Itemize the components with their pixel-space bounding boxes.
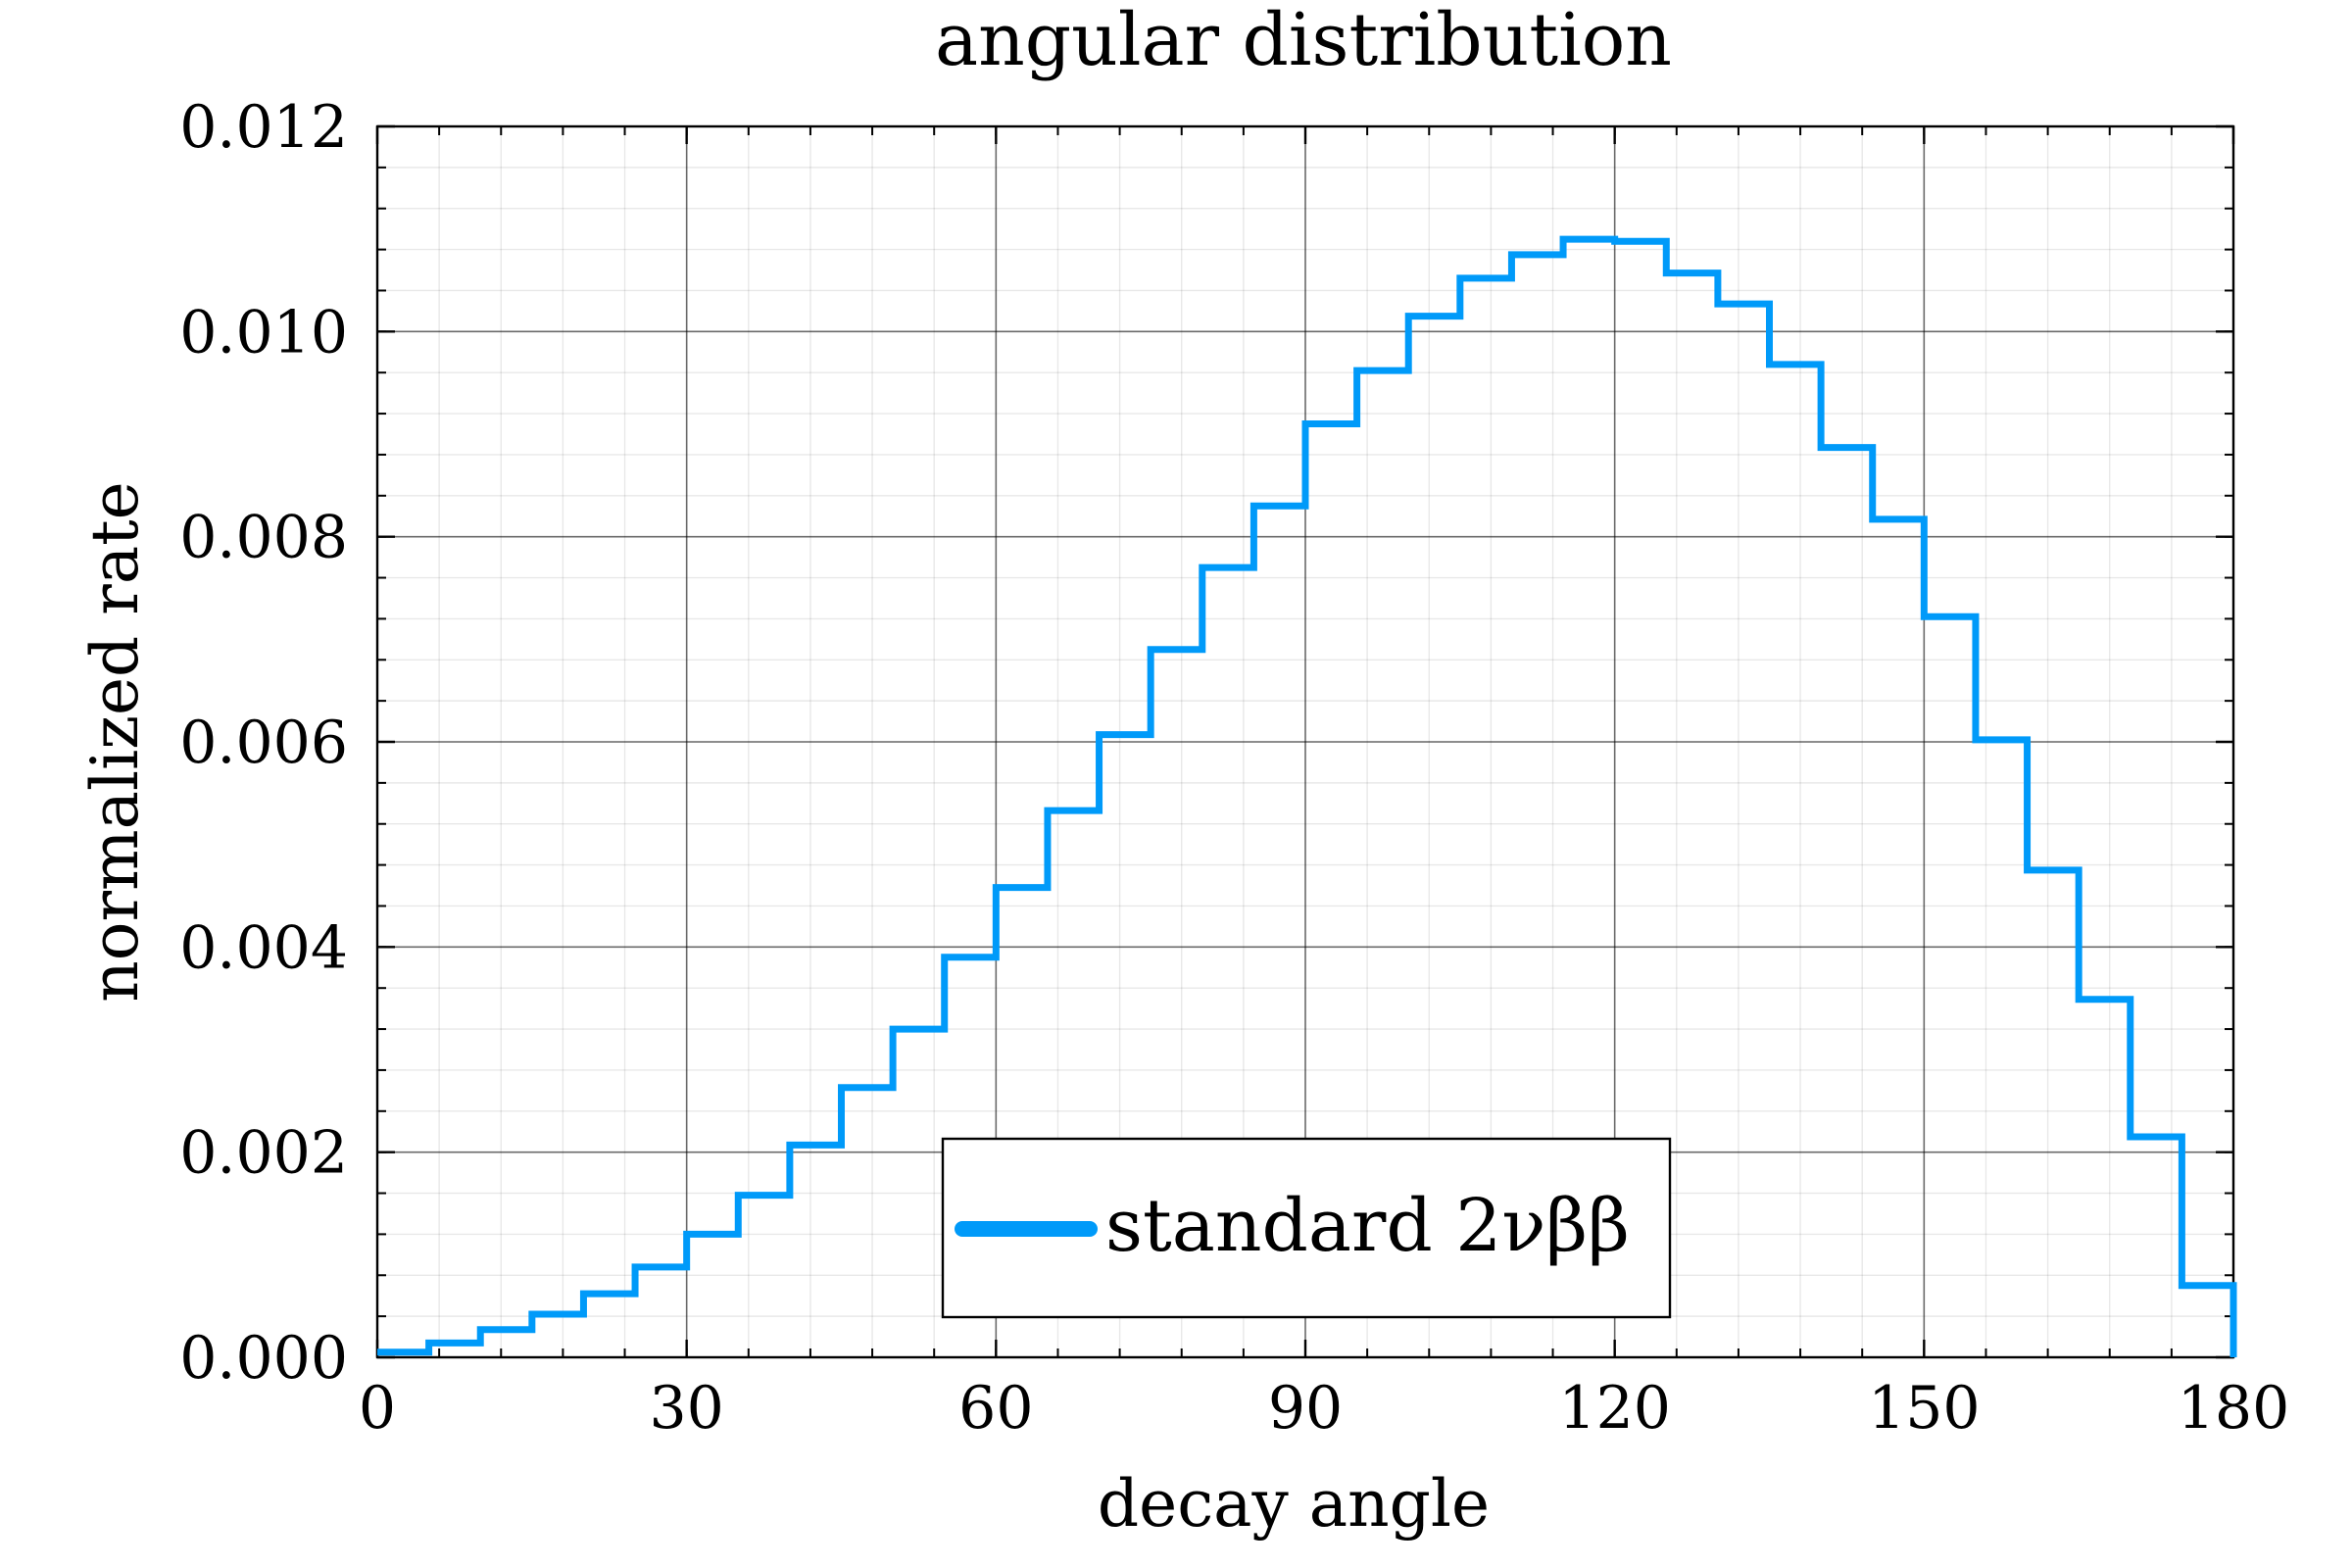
- x-tick-label: 60: [958, 1374, 1033, 1443]
- x-axis-label: decay angle: [1098, 1466, 1490, 1542]
- y-tick-label: 0.012: [179, 93, 348, 162]
- y-tick-label: 0.002: [179, 1119, 348, 1188]
- legend: standard 2νββ: [941, 1137, 1672, 1319]
- series-layer: [377, 235, 2237, 1357]
- y-tick-label: 0.000: [179, 1324, 348, 1393]
- x-tick-label: 120: [1558, 1374, 1671, 1443]
- x-tick-label: 30: [649, 1374, 723, 1443]
- x-tick-label: 180: [2178, 1374, 2290, 1443]
- y-tick-label: 0.004: [179, 913, 348, 982]
- y-tick-label: 0.006: [179, 709, 348, 777]
- chart-title: angular distribution: [935, 0, 1672, 82]
- y-axis-label: normalized rate: [77, 481, 153, 1002]
- legend-label: standard 2νββ: [1105, 1184, 1630, 1268]
- x-tick-label: 90: [1268, 1374, 1343, 1443]
- y-tick-label: 0.010: [179, 298, 348, 367]
- x-tick-label: 150: [1868, 1374, 1981, 1443]
- y-tick-label: 0.008: [179, 504, 348, 572]
- x-tick-label: 0: [359, 1374, 396, 1443]
- plot-frame: [375, 124, 2235, 1359]
- y-tick-labels: 0.000 0.002 0.004 0.006 0.008 0.010 0.012: [179, 93, 348, 1393]
- x-tick-labels: 0 30 60 90 120 150 180: [359, 1374, 2289, 1443]
- histogram-step-line: [377, 235, 2237, 1357]
